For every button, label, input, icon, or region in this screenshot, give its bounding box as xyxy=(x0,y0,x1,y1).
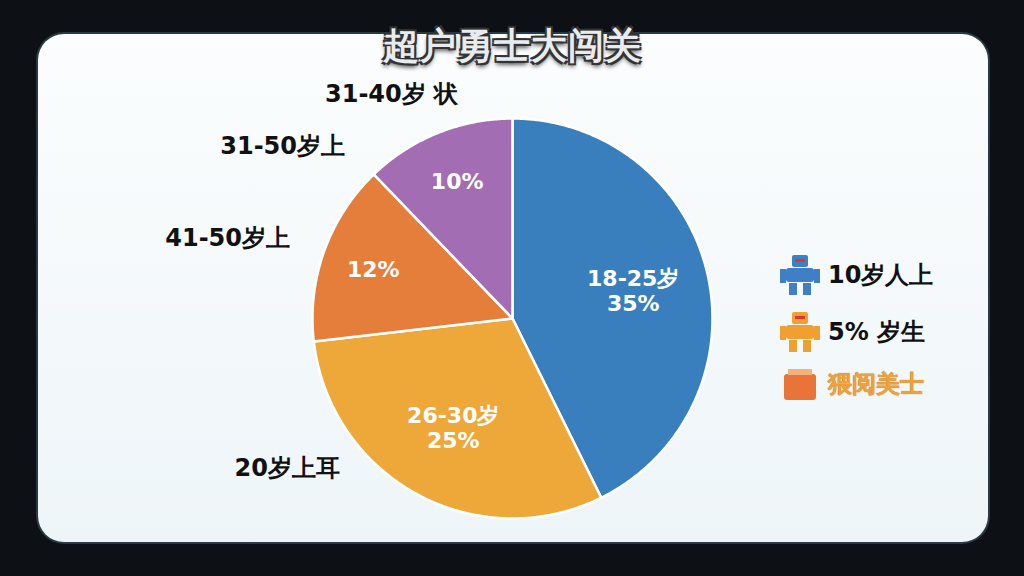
svg-text:10%: 10% xyxy=(431,169,484,194)
svg-text:26-30岁25%: 26-30岁25% xyxy=(407,403,499,453)
html-text:10岁人上: 10岁人上 xyxy=(828,261,934,289)
html-text:5% 岁生: 5% 岁生 xyxy=(828,318,926,346)
html-text:20岁上耳: 20岁上耳 xyxy=(234,454,340,482)
html-text:31-40岁 状: 31-40岁 状 xyxy=(325,80,459,108)
html-text:41-50岁上: 41-50岁上 xyxy=(165,224,290,252)
html-text:31-50岁上: 31-50岁上 xyxy=(220,132,345,160)
html-text:超户勇士大闯关: 超户勇士大闯关 xyxy=(382,25,642,66)
svg-text:12%: 12% xyxy=(347,257,400,282)
svg-text:18-25岁35%: 18-25岁35% xyxy=(587,266,679,316)
html-text:猥阅美士: 猥阅美士 xyxy=(828,370,924,398)
